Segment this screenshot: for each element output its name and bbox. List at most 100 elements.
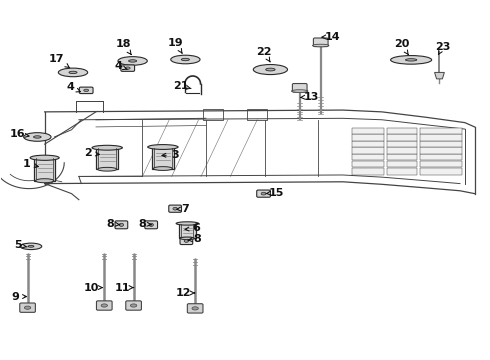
Bar (203, 109, 223, 120)
Text: 4: 4 (67, 82, 80, 93)
Text: 8: 8 (139, 219, 152, 229)
Ellipse shape (261, 192, 266, 195)
Bar (352, 141, 384, 147)
Text: 14: 14 (322, 32, 341, 41)
Text: 6: 6 (185, 224, 200, 233)
Polygon shape (435, 72, 444, 79)
Ellipse shape (313, 44, 329, 47)
Text: 20: 20 (393, 40, 409, 55)
Ellipse shape (30, 155, 59, 160)
FancyBboxPatch shape (126, 301, 142, 310)
Text: 17: 17 (49, 54, 70, 68)
Ellipse shape (149, 223, 153, 226)
FancyBboxPatch shape (257, 190, 270, 197)
FancyBboxPatch shape (115, 221, 128, 229)
Text: 4: 4 (114, 61, 127, 71)
Bar (387, 161, 417, 167)
Bar (352, 168, 384, 175)
FancyBboxPatch shape (96, 148, 119, 169)
Text: 9: 9 (11, 292, 26, 302)
Ellipse shape (173, 207, 177, 210)
Bar (420, 154, 463, 160)
FancyBboxPatch shape (145, 221, 158, 229)
FancyBboxPatch shape (293, 84, 307, 92)
Ellipse shape (406, 59, 417, 61)
Bar (420, 161, 463, 167)
Text: 12: 12 (176, 288, 195, 298)
Text: 10: 10 (83, 283, 102, 293)
Ellipse shape (181, 58, 190, 61)
Bar (387, 168, 417, 175)
Ellipse shape (24, 133, 51, 141)
Ellipse shape (253, 64, 288, 75)
Ellipse shape (36, 179, 54, 183)
Ellipse shape (391, 55, 432, 64)
Ellipse shape (84, 89, 89, 91)
Bar (352, 128, 384, 134)
Ellipse shape (118, 57, 147, 65)
FancyBboxPatch shape (34, 158, 55, 181)
Ellipse shape (34, 136, 41, 138)
Text: 1: 1 (22, 159, 38, 169)
FancyBboxPatch shape (121, 65, 135, 71)
Text: 21: 21 (173, 81, 191, 91)
Text: 13: 13 (300, 92, 318, 102)
Text: 2: 2 (84, 148, 99, 158)
Bar (352, 134, 384, 140)
Bar (420, 128, 463, 134)
Ellipse shape (184, 240, 189, 242)
Bar (387, 147, 417, 154)
Text: 23: 23 (435, 42, 451, 55)
Ellipse shape (148, 145, 178, 149)
Text: 22: 22 (256, 46, 271, 62)
Ellipse shape (192, 307, 198, 310)
Ellipse shape (176, 222, 198, 225)
Ellipse shape (20, 243, 42, 249)
Ellipse shape (98, 167, 117, 171)
Ellipse shape (58, 68, 88, 77)
FancyBboxPatch shape (152, 147, 174, 168)
FancyBboxPatch shape (179, 224, 196, 238)
Bar (352, 154, 384, 160)
FancyBboxPatch shape (97, 301, 112, 310)
Bar (387, 141, 417, 147)
FancyBboxPatch shape (314, 38, 328, 46)
FancyBboxPatch shape (20, 303, 35, 312)
Text: 15: 15 (266, 188, 285, 198)
Ellipse shape (92, 145, 122, 150)
Bar (420, 147, 463, 154)
FancyBboxPatch shape (180, 237, 193, 244)
Text: 8: 8 (107, 219, 120, 229)
Ellipse shape (180, 237, 195, 240)
FancyBboxPatch shape (187, 304, 203, 313)
Ellipse shape (266, 68, 275, 71)
Ellipse shape (153, 167, 172, 170)
Bar (420, 168, 463, 175)
Ellipse shape (24, 306, 31, 309)
Bar (387, 134, 417, 140)
Text: 16: 16 (10, 129, 29, 139)
Bar (352, 161, 384, 167)
Ellipse shape (101, 304, 107, 307)
Bar (247, 109, 267, 120)
Ellipse shape (130, 304, 137, 307)
Text: 3: 3 (162, 150, 179, 160)
Text: 19: 19 (168, 38, 183, 53)
Bar (420, 141, 463, 147)
Text: 5: 5 (14, 240, 27, 250)
Bar (352, 147, 384, 154)
FancyBboxPatch shape (169, 205, 181, 212)
Text: 8: 8 (188, 234, 201, 244)
Bar (387, 128, 417, 134)
Ellipse shape (292, 90, 308, 93)
Ellipse shape (171, 55, 200, 64)
Text: 18: 18 (116, 40, 132, 55)
Ellipse shape (28, 246, 34, 247)
Bar (387, 154, 417, 160)
Text: 7: 7 (177, 204, 189, 214)
Ellipse shape (125, 67, 130, 69)
Ellipse shape (119, 223, 123, 226)
Text: 11: 11 (115, 283, 133, 293)
Bar (420, 134, 463, 140)
FancyBboxPatch shape (79, 87, 93, 94)
